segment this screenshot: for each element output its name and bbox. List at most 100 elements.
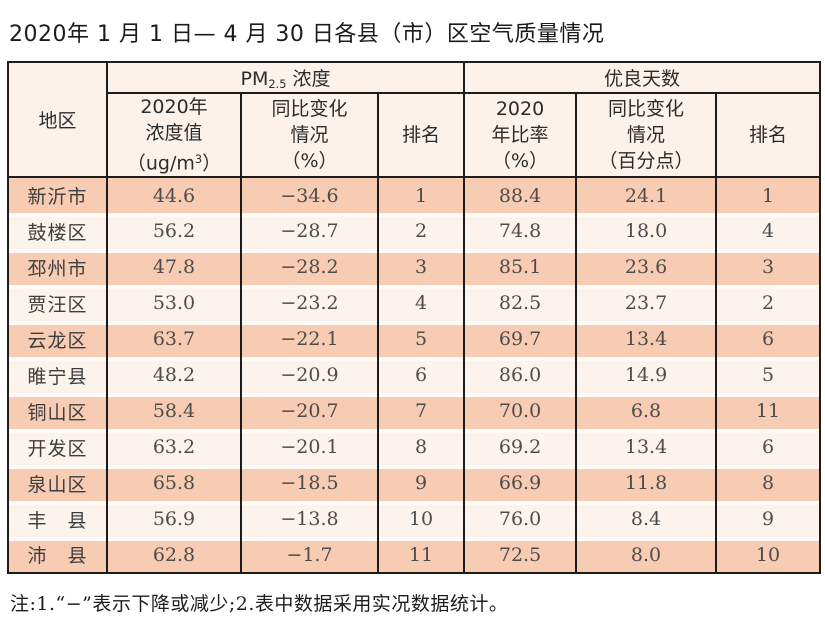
ratio-rank-cell: 11 — [715, 393, 822, 430]
pm-change-cell: −20.7 — [240, 393, 379, 430]
pm-change-cell: −28.7 — [240, 213, 379, 250]
pm-change-cell: −1.7 — [240, 537, 379, 574]
ratio-change-cell: 24.1 — [575, 177, 718, 214]
column-header-pm-value: 2020年 浓度值 （ug/m3） — [106, 93, 242, 179]
ratio-rank-cell: 4 — [715, 213, 822, 250]
ratio-rank-cell: 6 — [715, 321, 822, 358]
region-cell: 新沂市 — [7, 177, 108, 214]
ratio-line2: 年比率 — [491, 124, 549, 147]
ratio-rank-cell: 6 — [715, 429, 822, 466]
pm25-suffix: 浓度 — [286, 68, 331, 90]
ratio-rank-cell: 10 — [715, 537, 822, 574]
pm-rank-cell: 3 — [376, 249, 466, 286]
table-row: 睢宁县 48.2 −20.9 6 86.0 14.9 5 — [7, 357, 822, 394]
ratio-cell: 76.0 — [463, 501, 578, 538]
pm-rank-cell: 7 — [376, 393, 466, 430]
pm-value-cell: 48.2 — [106, 357, 242, 394]
pm-change-cell: −34.6 — [240, 177, 379, 214]
pm-change-cell: −20.9 — [240, 357, 379, 394]
region-cell: 鼓楼区 — [7, 213, 108, 250]
table-row: 新沂市 44.6 −34.6 1 88.4 24.1 1 — [7, 177, 822, 214]
unit-post: ） — [202, 152, 222, 175]
ratio-change-cell: 23.7 — [575, 285, 718, 322]
table-row: 邳州市 47.8 −28.2 3 85.1 23.6 3 — [7, 249, 822, 286]
ratio-cell: 74.8 — [463, 213, 578, 250]
table-row: 鼓楼区 56.2 −28.7 2 74.8 18.0 4 — [7, 213, 822, 250]
pm-rank-cell: 10 — [376, 501, 466, 538]
pm-value-cell: 63.2 — [106, 429, 242, 466]
ratio-change-cell: 8.4 — [575, 501, 718, 538]
ratio-cell: 82.5 — [463, 285, 578, 322]
pm-change-line2: 情况 — [290, 124, 329, 147]
ratio-change-line3: （百分点） — [598, 150, 694, 173]
ratio-change-cell: 8.0 — [575, 537, 718, 574]
ratio-change-cell: 14.9 — [575, 357, 718, 394]
header-sub-row: 2020年 浓度值 （ug/m3） 同比变化 情况 （%） 排名 2020 年比… — [8, 93, 822, 179]
pm-value-cell: 62.8 — [106, 537, 242, 574]
pm-value-cell: 58.4 — [106, 393, 242, 430]
pm-change-line1: 同比变化 — [271, 98, 348, 121]
ratio-change-line2: 情况 — [627, 124, 666, 147]
ratio-change-cell: 6.8 — [575, 393, 718, 430]
pm-change-cell: −13.8 — [240, 501, 379, 538]
pm-change-cell: −28.2 — [240, 249, 379, 286]
table-row: 开发区 63.2 −20.1 8 69.2 13.4 6 — [7, 429, 822, 466]
column-header-ratio-rank: 排名 — [715, 93, 822, 179]
table-row: 泉山区 65.8 −18.5 9 66.9 11.8 8 — [7, 465, 822, 502]
table-row: 丰 县 56.9 −13.8 10 76.0 8.4 9 — [7, 501, 822, 538]
pm-rank-cell: 5 — [376, 321, 466, 358]
pm-value-cell: 56.9 — [106, 501, 242, 538]
unit-sup: 3 — [194, 152, 203, 166]
pm-change-cell: −18.5 — [240, 465, 379, 502]
pm-value-cell: 47.8 — [106, 249, 242, 286]
pm-value-cell: 53.0 — [106, 285, 242, 322]
pm-rank-cell: 9 — [376, 465, 466, 502]
ratio-cell: 70.0 — [463, 393, 578, 430]
air-quality-table: 地区 PM2.5 浓度 优良天数 2020年 浓度值 （ug/m3） 同比变化 … — [7, 61, 822, 575]
pm-value-line1: 2020年 — [140, 96, 208, 118]
pm-value-cell: 65.8 — [106, 465, 242, 502]
footnote: 注:1.“−”表示下降或减少;2.表中数据采用实况数据统计。 — [10, 593, 509, 616]
pm-rank-cell: 11 — [376, 537, 466, 574]
ratio-change-cell: 13.4 — [575, 429, 718, 466]
column-header-ratio: 2020 年比率 （%） — [463, 93, 578, 179]
pm-rank-cell: 8 — [376, 429, 466, 466]
region-cell: 贾汪区 — [7, 285, 108, 322]
pm-change-cell: −20.1 — [240, 429, 379, 466]
column-header-area: 地区 — [7, 62, 108, 179]
region-cell: 邳州市 — [7, 249, 108, 286]
column-header-pm-rank: 排名 — [376, 93, 466, 179]
table-row: 云龙区 63.7 −22.1 5 69.7 13.4 6 — [7, 321, 822, 358]
ratio-change-cell: 18.0 — [575, 213, 718, 250]
ratio-cell: 66.9 — [463, 465, 578, 502]
ratio-cell: 85.1 — [463, 249, 578, 286]
region-cell: 铜山区 — [7, 393, 108, 430]
pm-value-cell: 63.7 — [106, 321, 242, 358]
ratio-cell: 86.0 — [463, 357, 578, 394]
region-cell: 泉山区 — [7, 465, 108, 502]
table-row: 铜山区 58.4 −20.7 7 70.0 6.8 11 — [7, 393, 822, 430]
ratio-rank-cell: 3 — [715, 249, 822, 286]
pm-rank-cell: 1 — [376, 177, 466, 214]
ratio-change-line1: 同比变化 — [608, 98, 685, 121]
group-header-pm25: PM2.5 浓度 — [105, 62, 466, 94]
pm-rank-cell: 2 — [376, 213, 466, 250]
region-cell: 丰 县 — [7, 501, 108, 538]
pm-change-cell: −23.2 — [240, 285, 379, 322]
pm-change-line3: （%） — [281, 150, 338, 173]
ratio-rank-cell: 8 — [715, 465, 822, 502]
region-cell: 沛 县 — [7, 537, 108, 574]
unit-pre: （ug/m — [126, 152, 195, 175]
column-header-ratio-change: 同比变化 情况 （百分点） — [575, 93, 718, 179]
page-title: 2020年 1 月 1 日— 4 月 30 日各县（市）区空气质量情况 — [9, 22, 605, 47]
region-cell: 开发区 — [7, 429, 108, 466]
ratio-rank-cell: 9 — [715, 501, 822, 538]
pm25-subscript: 2.5 — [268, 76, 287, 91]
ratio-cell: 69.7 — [463, 321, 578, 358]
pm-rank-cell: 6 — [376, 357, 466, 394]
ratio-change-cell: 13.4 — [575, 321, 718, 358]
ratio-cell: 72.5 — [463, 537, 578, 574]
ratio-change-cell: 11.8 — [575, 465, 718, 502]
pm-value-cell: 56.2 — [106, 213, 242, 250]
